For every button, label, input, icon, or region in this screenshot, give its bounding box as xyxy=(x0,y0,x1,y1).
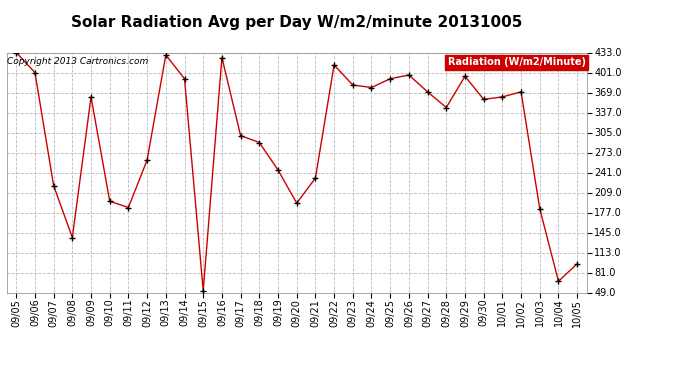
Text: Solar Radiation Avg per Day W/m2/minute 20131005: Solar Radiation Avg per Day W/m2/minute … xyxy=(71,15,522,30)
Text: Copyright 2013 Cartronics.com: Copyright 2013 Cartronics.com xyxy=(8,57,149,66)
Text: Radiation (W/m2/Minute): Radiation (W/m2/Minute) xyxy=(448,57,586,67)
